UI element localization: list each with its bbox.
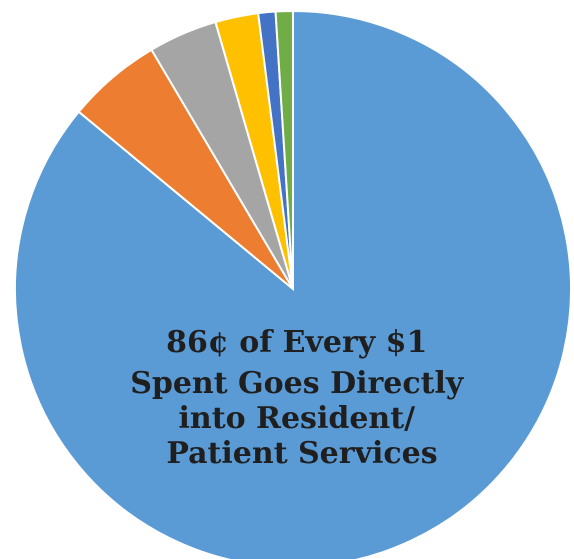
annotation-line-1: 86¢ of Every $1: [166, 325, 427, 360]
pie-slices: [14, 9, 572, 559]
pie-annotation: 86¢ of Every $1 Spent Goes Directly into…: [130, 325, 474, 471]
pie-slice-6: [274, 9, 294, 290]
annotation-line-4: Patient Services: [166, 436, 437, 471]
annotation-line-3: into Resident/: [179, 401, 416, 436]
pie-slice-1: [14, 9, 572, 559]
annotation-line-2: Spent Goes Directly: [130, 366, 465, 401]
